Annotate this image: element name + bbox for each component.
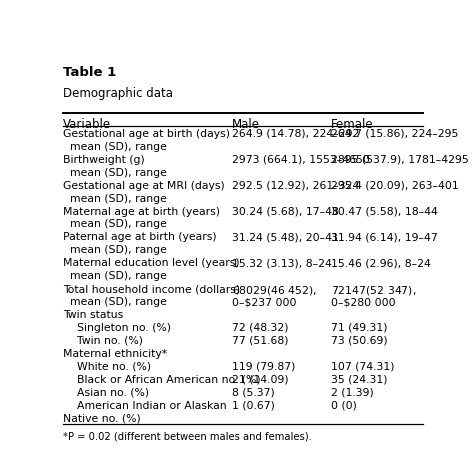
Text: Twin status: Twin status [63,309,123,319]
Text: 107 (74.31): 107 (74.31) [331,361,394,371]
Text: 31.94 (6.14), 19–47: 31.94 (6.14), 19–47 [331,232,438,242]
Text: mean (SD), range: mean (SD), range [63,167,167,177]
Text: Asian no. (%): Asian no. (%) [63,387,149,397]
Text: $72 147 ($52 347),: $72 147 ($52 347), [331,283,417,296]
Text: 35 (24.31): 35 (24.31) [331,374,388,384]
Text: 8 (5.37): 8 (5.37) [232,387,274,397]
Text: mean (SD), range: mean (SD), range [63,219,167,229]
Text: Gestational age at MRI (days): Gestational age at MRI (days) [63,180,225,190]
Text: 15.46 (2.96), 8–24: 15.46 (2.96), 8–24 [331,258,431,268]
Text: 30.47 (5.58), 18–44: 30.47 (5.58), 18–44 [331,206,438,216]
Text: mean (SD), range: mean (SD), range [63,193,167,203]
Text: 2973 (664.1), 1553–4650: 2973 (664.1), 1553–4650 [232,155,370,164]
Text: 1 (0.67): 1 (0.67) [232,400,275,410]
Text: 71 (49.31): 71 (49.31) [331,322,388,332]
Text: Demographic data: Demographic data [63,87,173,100]
Text: mean (SD), range: mean (SD), range [63,270,167,281]
Text: 2895 (537.9), 1781–4295: 2895 (537.9), 1781–4295 [331,155,469,164]
Text: 0–$280 000: 0–$280 000 [331,296,396,307]
Text: White no. (%): White no. (%) [63,361,151,371]
Text: 264.7 (15.86), 224–295: 264.7 (15.86), 224–295 [331,129,458,138]
Text: 0–$237 000: 0–$237 000 [232,296,296,307]
Text: mean (SD), range: mean (SD), range [63,245,167,255]
Text: Maternal age at birth (years): Maternal age at birth (years) [63,206,220,216]
Text: Male: Male [232,118,260,131]
Text: mean (SD), range: mean (SD), range [63,142,167,151]
Text: 21 (14.09): 21 (14.09) [232,374,289,384]
Text: 15.32 (3.13), 8–24: 15.32 (3.13), 8–24 [232,258,332,268]
Text: 72 (48.32): 72 (48.32) [232,322,288,332]
Text: 31.24 (5.48), 20–41: 31.24 (5.48), 20–41 [232,232,339,242]
Text: $68 029 ($46 452),: $68 029 ($46 452), [232,283,317,296]
Text: 119 (79.87): 119 (79.87) [232,361,295,371]
Text: Table 1: Table 1 [63,66,116,79]
Text: Singleton no. (%): Singleton no. (%) [63,322,171,332]
Text: 73 (50.69): 73 (50.69) [331,335,388,345]
Text: Total household income (dollars): Total household income (dollars) [63,283,240,294]
Text: Native no. (%): Native no. (%) [63,413,141,423]
Text: Maternal ethnicity*: Maternal ethnicity* [63,348,167,358]
Text: 0 (0): 0 (0) [331,400,357,410]
Text: Black or African American no. (%): Black or African American no. (%) [63,374,261,384]
Text: 292.5 (12.92), 261–324: 292.5 (12.92), 261–324 [232,180,359,190]
Text: 30.24 (5.68), 17–48: 30.24 (5.68), 17–48 [232,206,339,216]
Text: 2 (1.39): 2 (1.39) [331,387,374,397]
Text: *P = 0.02 (different between males and females).: *P = 0.02 (different between males and f… [63,430,312,440]
Text: American Indian or Alaskan: American Indian or Alaskan [63,400,227,410]
Text: 264.9 (14.78), 224–292: 264.9 (14.78), 224–292 [232,129,359,138]
Text: Variable: Variable [63,118,111,131]
Text: 295.4 (20.09), 263–401: 295.4 (20.09), 263–401 [331,180,459,190]
Text: Birthweight (g): Birthweight (g) [63,155,145,164]
Text: mean (SD), range: mean (SD), range [63,296,167,307]
Text: 77 (51.68): 77 (51.68) [232,335,288,345]
Text: Paternal age at birth (years): Paternal age at birth (years) [63,232,217,242]
Text: Maternal education level (years): Maternal education level (years) [63,258,239,268]
Text: Female: Female [331,118,374,131]
Text: Gestational age at birth (days): Gestational age at birth (days) [63,129,230,138]
Text: Twin no. (%): Twin no. (%) [63,335,143,345]
